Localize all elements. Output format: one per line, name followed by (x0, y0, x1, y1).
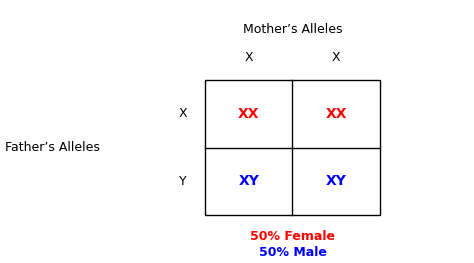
Text: XY: XY (326, 174, 346, 188)
Text: X: X (245, 52, 253, 64)
Text: XX: XX (238, 107, 259, 121)
Text: Father’s Alleles: Father’s Alleles (5, 141, 100, 154)
Text: 50% Female: 50% Female (250, 230, 335, 244)
Text: 50% Male: 50% Male (258, 246, 327, 260)
Text: Mother’s Alleles: Mother’s Alleles (243, 23, 342, 37)
Text: Y: Y (179, 175, 187, 188)
Text: X: X (332, 52, 340, 64)
Text: XY: XY (238, 174, 259, 188)
Text: XX: XX (326, 107, 347, 121)
Text: X: X (179, 107, 187, 120)
Bar (205, 80, 380, 215)
